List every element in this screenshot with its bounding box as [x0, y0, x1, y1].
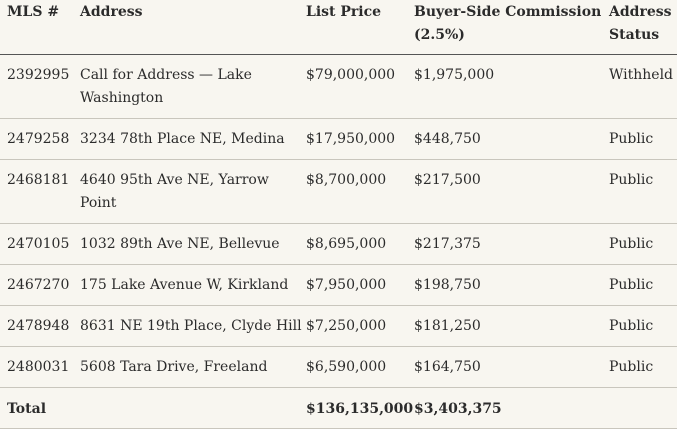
cell-list-price: $8,700,000 — [306, 159, 414, 224]
cell-address-status: Public — [609, 264, 677, 306]
cell-commission: $217,375 — [414, 223, 609, 265]
cell-list-price: $79,000,000 — [306, 54, 414, 119]
cell-list-price: $7,250,000 — [306, 305, 414, 347]
cell-list-price: $7,950,000 — [306, 264, 414, 306]
header-status-line2: Status — [609, 27, 660, 43]
table-body: 2392995 Call for Address — Lake Washingt… — [0, 54, 677, 388]
cell-list-price: $6,590,000 — [306, 346, 414, 388]
cell-mls: 2468181 — [0, 159, 80, 224]
table-header: MLS # Address List Price Buyer-Side Comm… — [0, 0, 677, 55]
table-footer: Total $136,135,000 $3,403,375 — [0, 387, 677, 429]
header-status-line1: Address — [609, 4, 672, 20]
header-address-status: Address Status — [609, 0, 677, 55]
table-row: 2468181 4640 95th Ave NE, Yarrow Point $… — [0, 159, 677, 224]
header-row: MLS # Address List Price Buyer-Side Comm… — [0, 0, 677, 55]
cell-commission: $217,500 — [414, 159, 609, 224]
cell-address-status: Withheld — [609, 54, 677, 119]
cell-address-status: Public — [609, 118, 677, 160]
header-commission-line1: Buyer-Side Commission — [414, 4, 602, 20]
table-row: 2467270 175 Lake Avenue W, Kirkland $7,9… — [0, 264, 677, 306]
cell-address-status: Public — [609, 159, 677, 224]
cell-address-status: Public — [609, 223, 677, 265]
total-label: Total — [0, 387, 80, 429]
cell-mls: 2480031 — [0, 346, 80, 388]
cell-list-price: $8,695,000 — [306, 223, 414, 265]
table-row: 2479258 3234 78th Place NE, Medina $17,9… — [0, 118, 677, 160]
cell-mls: 2478948 — [0, 305, 80, 347]
cell-commission: $198,750 — [414, 264, 609, 306]
total-list-price: $136,135,000 — [306, 387, 414, 429]
cell-list-price: $17,950,000 — [306, 118, 414, 160]
cell-commission: $181,250 — [414, 305, 609, 347]
cell-address: 1032 89th Ave NE, Bellevue — [80, 223, 306, 265]
cell-commission: $1,975,000 — [414, 54, 609, 119]
cell-address: 4640 95th Ave NE, Yarrow Point — [80, 159, 306, 224]
cell-mls: 2392995 — [0, 54, 80, 119]
cell-mls: 2467270 — [0, 264, 80, 306]
header-mls: MLS # — [0, 0, 80, 55]
total-commission: $3,403,375 — [414, 387, 609, 429]
total-row: Total $136,135,000 $3,403,375 — [0, 387, 677, 429]
header-commission: Buyer-Side Commission (2.5%) — [414, 0, 609, 55]
table-row: 2470105 1032 89th Ave NE, Bellevue $8,69… — [0, 223, 677, 265]
cell-address: 8631 NE 19th Place, Clyde Hill — [80, 305, 306, 347]
header-list-price: List Price — [306, 0, 414, 55]
table-row: 2480031 5608 Tara Drive, Freeland $6,590… — [0, 346, 677, 388]
cell-commission: $448,750 — [414, 118, 609, 160]
table-row: 2478948 8631 NE 19th Place, Clyde Hill $… — [0, 305, 677, 347]
cell-address-status: Public — [609, 346, 677, 388]
cell-mls: 2479258 — [0, 118, 80, 160]
header-address: Address — [80, 0, 306, 55]
cell-address-status: Public — [609, 305, 677, 347]
cell-mls: 2470105 — [0, 223, 80, 265]
cell-address: Call for Address — Lake Washington — [80, 54, 306, 119]
cell-address: 175 Lake Avenue W, Kirkland — [80, 264, 306, 306]
total-address-empty — [80, 387, 306, 429]
total-status-empty — [609, 387, 677, 429]
cell-commission: $164,750 — [414, 346, 609, 388]
cell-address: 5608 Tara Drive, Freeland — [80, 346, 306, 388]
header-commission-line2: (2.5%) — [414, 27, 465, 43]
table-row: 2392995 Call for Address — Lake Washingt… — [0, 54, 677, 119]
cell-address: 3234 78th Place NE, Medina — [80, 118, 306, 160]
